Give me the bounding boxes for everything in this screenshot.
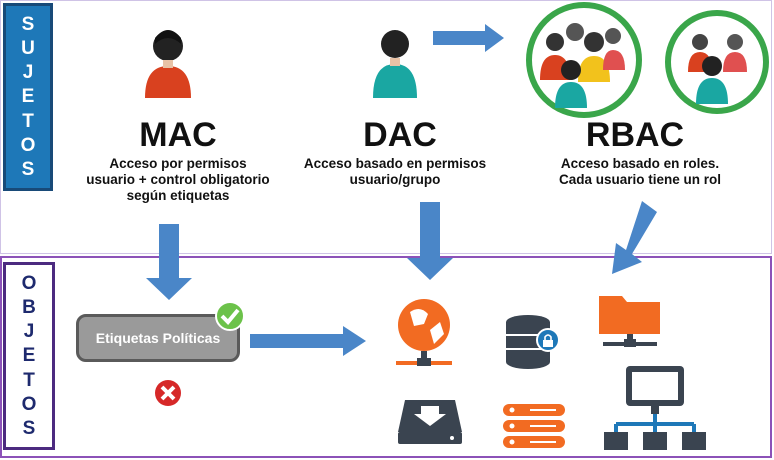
- objects-letter: S: [22, 418, 36, 440]
- subjects-letter: O: [20, 135, 36, 157]
- mac-description: Acceso por permisos usuario + control ob…: [78, 156, 278, 204]
- database-lock-icon: [506, 315, 560, 369]
- rbac-description: Acceso basado en roles. Cada usuario tie…: [540, 156, 740, 188]
- rbac-title: RBAC: [585, 116, 685, 154]
- download-tray-icon: [398, 400, 462, 444]
- mac-desc-line: usuario + control obligatorio: [86, 172, 270, 187]
- dac-desc-line: usuario/grupo: [349, 172, 441, 187]
- policy-labels-box: Etiquetas Políticas: [76, 314, 240, 362]
- policy-labels-text: Etiquetas Políticas: [95, 330, 221, 346]
- arrow-right-icon: [433, 24, 504, 52]
- arrow-down-icon: [407, 202, 453, 280]
- globe-server-icon: [396, 299, 452, 366]
- objects-frame: [0, 256, 772, 458]
- group-roles-icon: [526, 2, 642, 118]
- mac-title: MAC: [139, 116, 217, 154]
- objects-letter: E: [22, 345, 36, 367]
- subjects-letter: E: [21, 86, 35, 108]
- arrow-down-left-icon: [612, 201, 657, 274]
- mac-desc-line: según etiquetas: [126, 188, 230, 203]
- objects-letter: T: [23, 369, 35, 391]
- person-red-icon: [145, 30, 191, 98]
- arrow-down-icon: [146, 224, 192, 300]
- deny-icon: [155, 380, 181, 406]
- objects-letter: J: [23, 321, 35, 343]
- objects-letter: O: [21, 272, 37, 294]
- computer-network-icon: [604, 366, 706, 450]
- subjects-letter: S: [21, 159, 35, 181]
- mac-desc-line: Acceso por permisos: [109, 156, 247, 171]
- check-icon: [215, 301, 245, 331]
- dac-title: DAC: [363, 116, 437, 154]
- objects-letter: B: [22, 296, 36, 318]
- rbac-desc-line: Acceso basado en roles.: [560, 156, 720, 171]
- subjects-letter: U: [21, 37, 35, 59]
- person-teal-icon: [373, 30, 417, 98]
- rbac-desc-line: Cada usuario tiene un rol: [558, 172, 722, 187]
- subjects-vertical-label: S U J E T O S: [3, 3, 53, 191]
- subjects-letter: J: [22, 62, 34, 84]
- objects-letter: O: [21, 394, 37, 416]
- subjects-letter: S: [21, 13, 35, 35]
- server-rack-icon: [503, 404, 565, 448]
- dac-description: Acceso basado en permisos usuario/grupo: [290, 156, 500, 188]
- dac-desc-line: Acceso basado en permisos: [303, 156, 487, 171]
- folder-network-icon: [599, 296, 660, 347]
- arrow-right-icon: [250, 326, 366, 356]
- subjects-letter: T: [22, 110, 34, 132]
- subjects-frame: [0, 0, 772, 254]
- objects-vertical-label: O B J E T O S: [3, 262, 55, 450]
- group-roles-small-icon: [665, 10, 769, 114]
